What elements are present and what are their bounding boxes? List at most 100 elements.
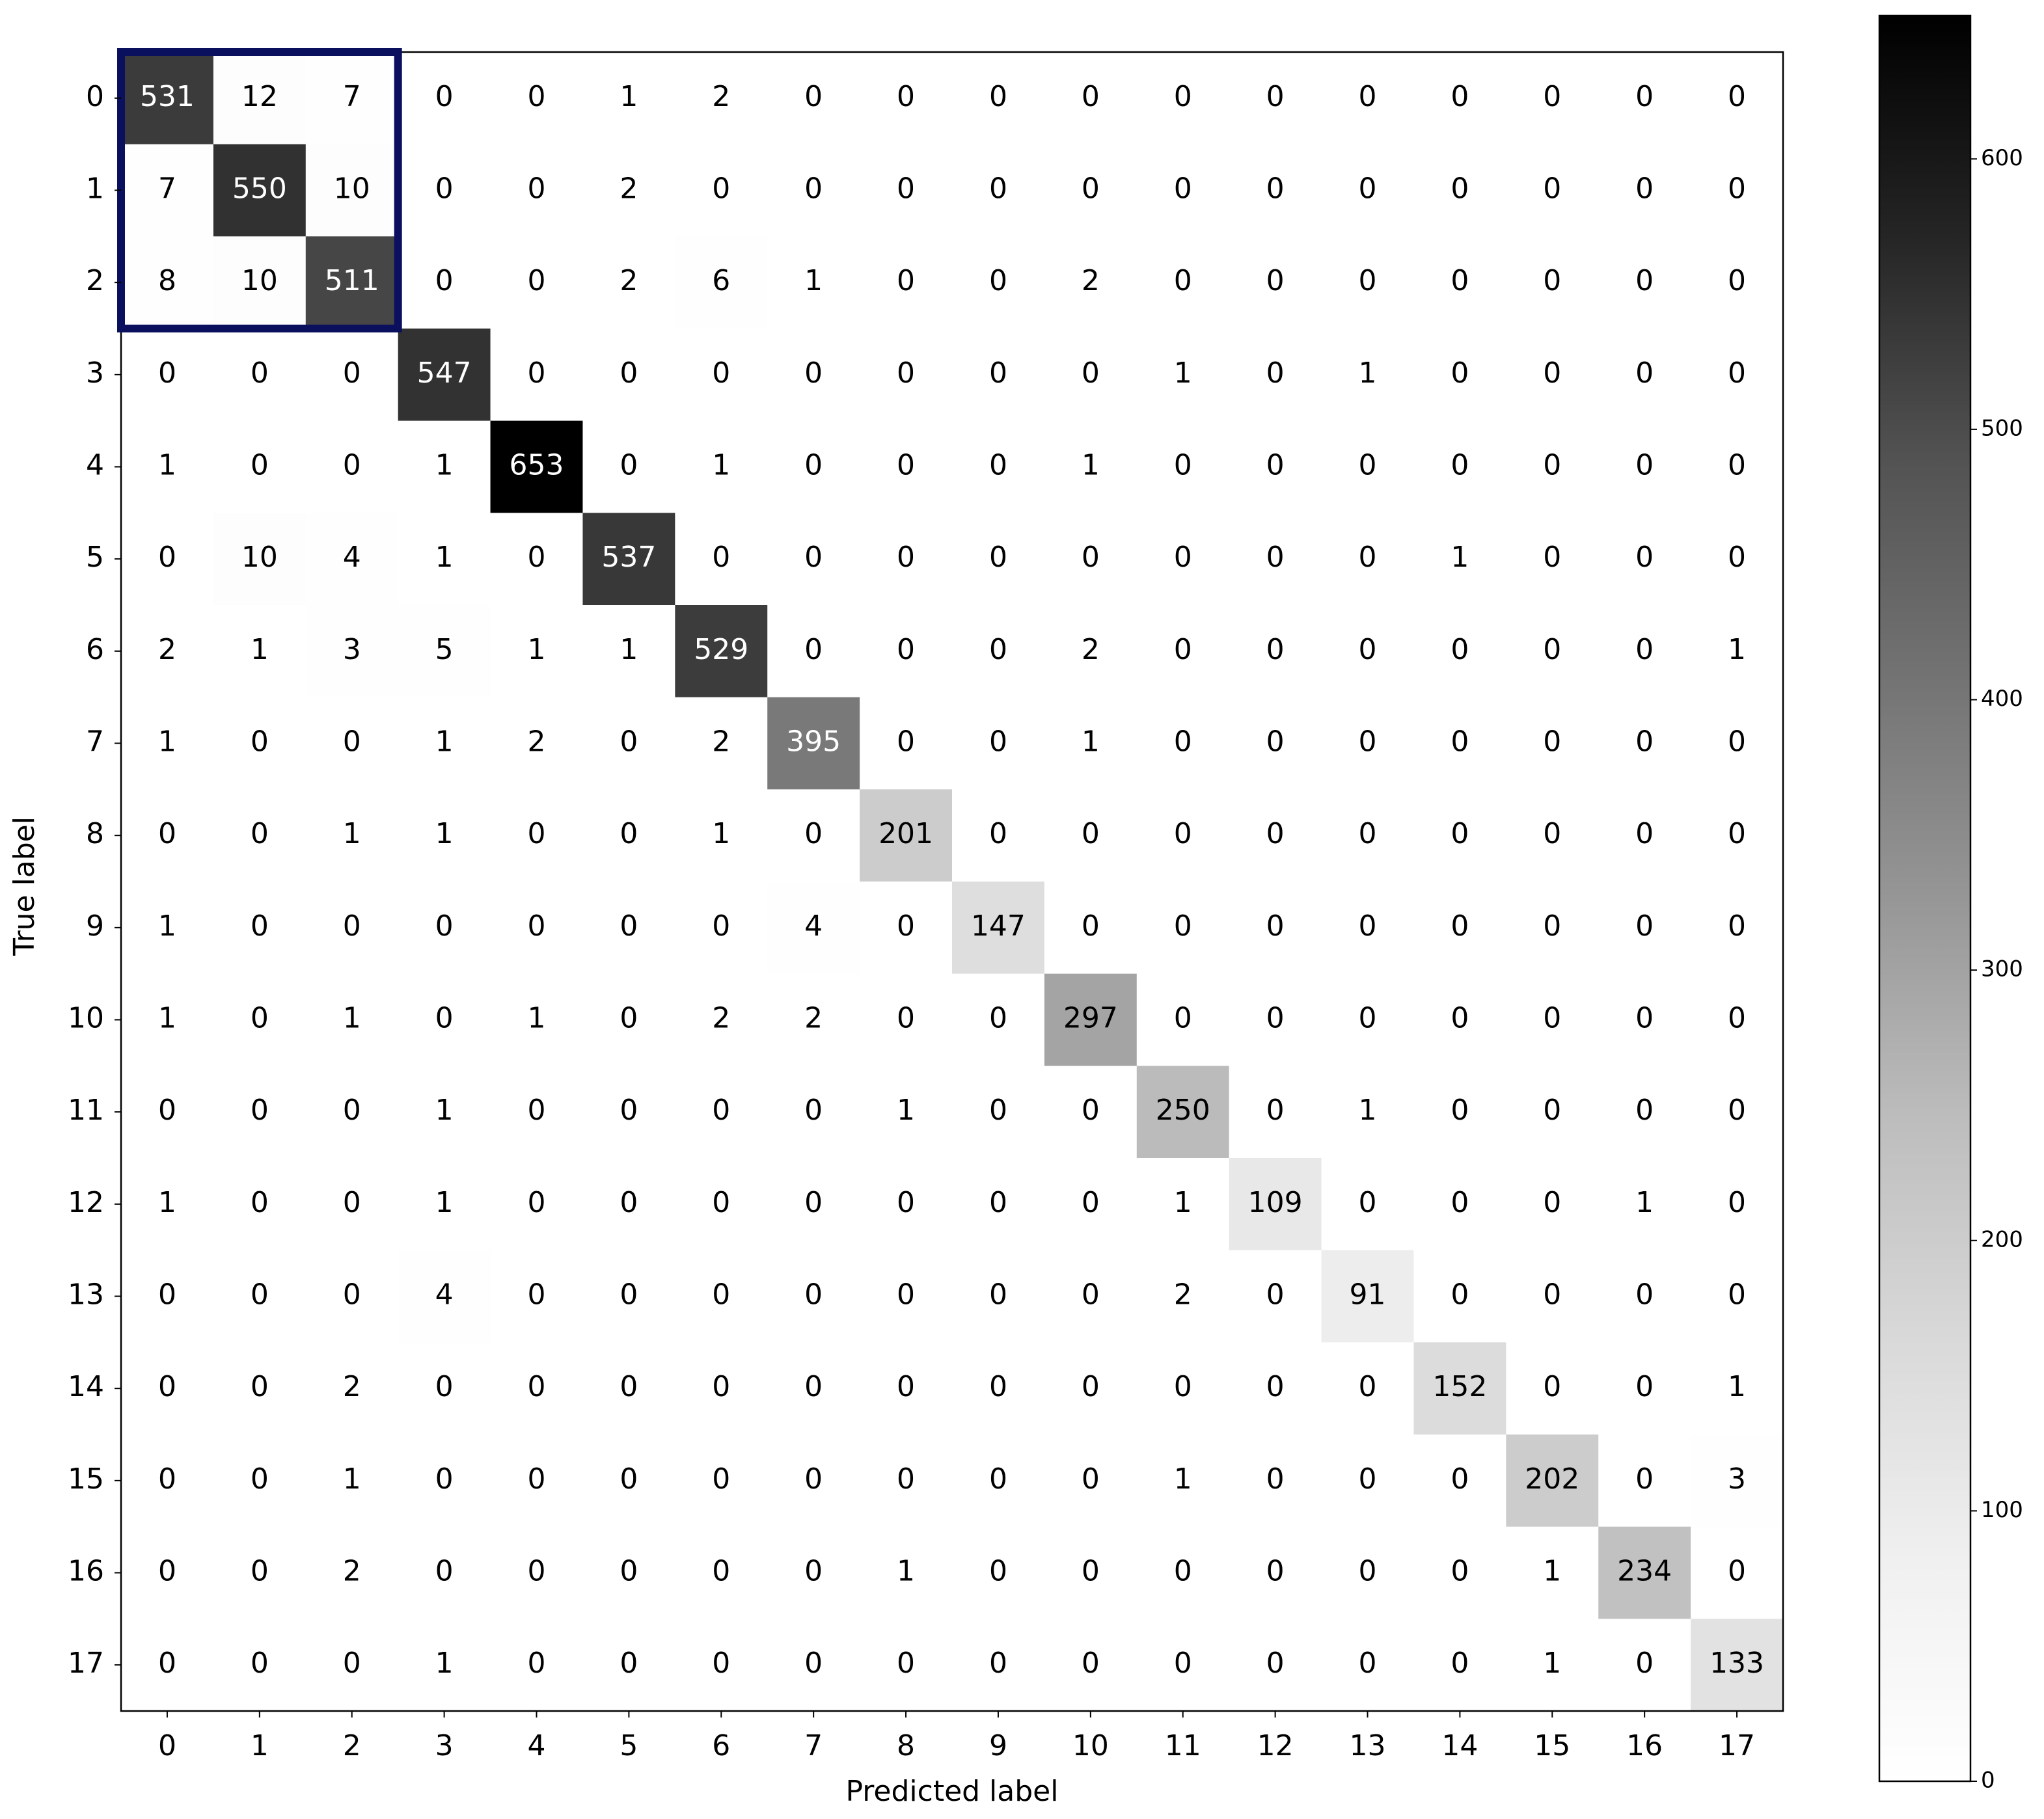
heatmap-cell — [1598, 52, 1691, 145]
heatmap-cell — [860, 882, 953, 975]
heatmap-cell — [860, 144, 953, 237]
heatmap-cell — [1506, 513, 1599, 606]
cell-label: 1 — [435, 725, 454, 759]
cell-label: 0 — [1728, 172, 1746, 206]
cell-label: 0 — [251, 1462, 269, 1496]
cell-label: 0 — [897, 172, 915, 206]
cell-label: 0 — [158, 541, 176, 574]
heatmap-cell — [675, 973, 768, 1066]
cell-label: 0 — [804, 449, 823, 482]
x-tick-label: 3 — [435, 1729, 454, 1762]
cell-label: 0 — [1174, 264, 1192, 297]
cell-label: 0 — [1635, 1094, 1654, 1127]
cell-label: 531 — [140, 80, 195, 113]
heatmap-cell — [767, 420, 860, 513]
heatmap-cell — [582, 1342, 675, 1435]
heatmap-cell — [860, 1435, 953, 1528]
heatmap-cell — [860, 697, 953, 790]
x-tick-label: 16 — [1626, 1729, 1663, 1762]
cell-label: 0 — [1359, 541, 1377, 574]
cell-label: 0 — [1451, 264, 1469, 297]
heatmap-cell — [1413, 1619, 1506, 1712]
heatmap-cell — [1321, 236, 1414, 329]
cell-label: 0 — [620, 1370, 638, 1403]
heatmap-cell — [305, 1526, 399, 1619]
heatmap-cell — [952, 697, 1045, 790]
cell-label: 152 — [1432, 1370, 1487, 1403]
heatmap-cell — [952, 1435, 1045, 1528]
heatmap-cell — [1413, 420, 1506, 513]
heatmap-cell — [860, 329, 953, 422]
cell-label: 1 — [435, 541, 454, 574]
heatmap-cell — [305, 1342, 399, 1435]
cell-label: 0 — [989, 264, 1007, 297]
cell-label: 0 — [251, 1094, 269, 1127]
heatmap-cell — [1321, 1066, 1414, 1159]
cell-label: 0 — [989, 1647, 1007, 1680]
heatmap-cell — [213, 1250, 307, 1343]
cell-label: 0 — [1635, 264, 1654, 297]
cell-label: 0 — [1635, 1647, 1654, 1680]
cell-label: 0 — [1266, 910, 1285, 943]
x-tick-label: 8 — [897, 1729, 915, 1762]
cell-label: 0 — [1451, 1462, 1469, 1496]
heatmap-cell — [1136, 973, 1230, 1066]
cell-label: 7 — [343, 80, 361, 113]
heatmap-cell — [1598, 513, 1691, 606]
cell-label: 511 — [325, 264, 379, 297]
cell-label: 10 — [241, 264, 278, 297]
heatmap-cell — [767, 1342, 860, 1435]
heatmap-cell — [1321, 420, 1414, 513]
cell-label: 0 — [897, 80, 915, 113]
heatmap-cell — [213, 144, 307, 237]
heatmap-cell — [1321, 1250, 1414, 1343]
heatmap-cell — [1044, 1158, 1138, 1251]
heatmap-cell — [398, 513, 491, 606]
cell-label: 0 — [1174, 1002, 1192, 1035]
cell-label: 1 — [1451, 541, 1469, 574]
heatmap-cell — [1321, 144, 1414, 237]
cell-label: 0 — [1451, 910, 1469, 943]
cell-label: 1 — [1174, 1186, 1192, 1219]
cell-label: 0 — [897, 1278, 915, 1312]
heatmap-cell — [1229, 1526, 1322, 1619]
heatmap-cell — [1413, 52, 1506, 145]
heatmap-cell — [675, 882, 768, 975]
cell-label: 0 — [804, 1462, 823, 1496]
y-tick-label: 9 — [86, 910, 104, 943]
heatmap-cell — [1691, 513, 1784, 606]
heatmap-cell — [398, 1250, 491, 1343]
heatmap-cell — [1598, 789, 1691, 882]
cell-label: 0 — [620, 910, 638, 943]
cell-label: 0 — [1728, 1555, 1746, 1588]
heatmap-cell — [305, 513, 399, 606]
heatmap-cell — [121, 52, 214, 145]
heatmap-cell — [1506, 1619, 1599, 1712]
heatmap-cell — [1044, 1250, 1138, 1343]
heatmap-cell — [1413, 236, 1506, 329]
cell-label: 0 — [1082, 541, 1100, 574]
cell-label: 0 — [1359, 80, 1377, 113]
cell-label: 550 — [232, 172, 287, 206]
cell-label: 0 — [158, 1647, 176, 1680]
cell-label: 0 — [1266, 1370, 1285, 1403]
heatmap-cell — [767, 1158, 860, 1251]
cell-label: 0 — [1543, 172, 1561, 206]
cell-label: 0 — [620, 357, 638, 390]
heatmap-cell — [121, 236, 214, 329]
heatmap-cell — [213, 1619, 307, 1712]
heatmap-cell — [860, 236, 953, 329]
cell-label: 0 — [620, 1278, 638, 1312]
heatmap-cell — [1598, 697, 1691, 790]
heatmap-cell — [213, 52, 307, 145]
cell-label: 0 — [897, 633, 915, 666]
heatmap-cell — [952, 329, 1045, 422]
heatmap-cell — [675, 513, 768, 606]
cell-label: 6 — [712, 264, 730, 297]
cell-label: 0 — [712, 1370, 730, 1403]
cell-label: 1 — [712, 449, 730, 482]
heatmap-cell — [398, 605, 491, 698]
cell-label: 0 — [1451, 357, 1469, 390]
cell-label: 0 — [158, 1278, 176, 1312]
cell-label: 0 — [804, 357, 823, 390]
